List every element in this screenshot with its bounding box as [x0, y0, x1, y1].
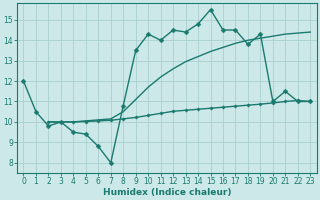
X-axis label: Humidex (Indice chaleur): Humidex (Indice chaleur) [103, 188, 231, 197]
